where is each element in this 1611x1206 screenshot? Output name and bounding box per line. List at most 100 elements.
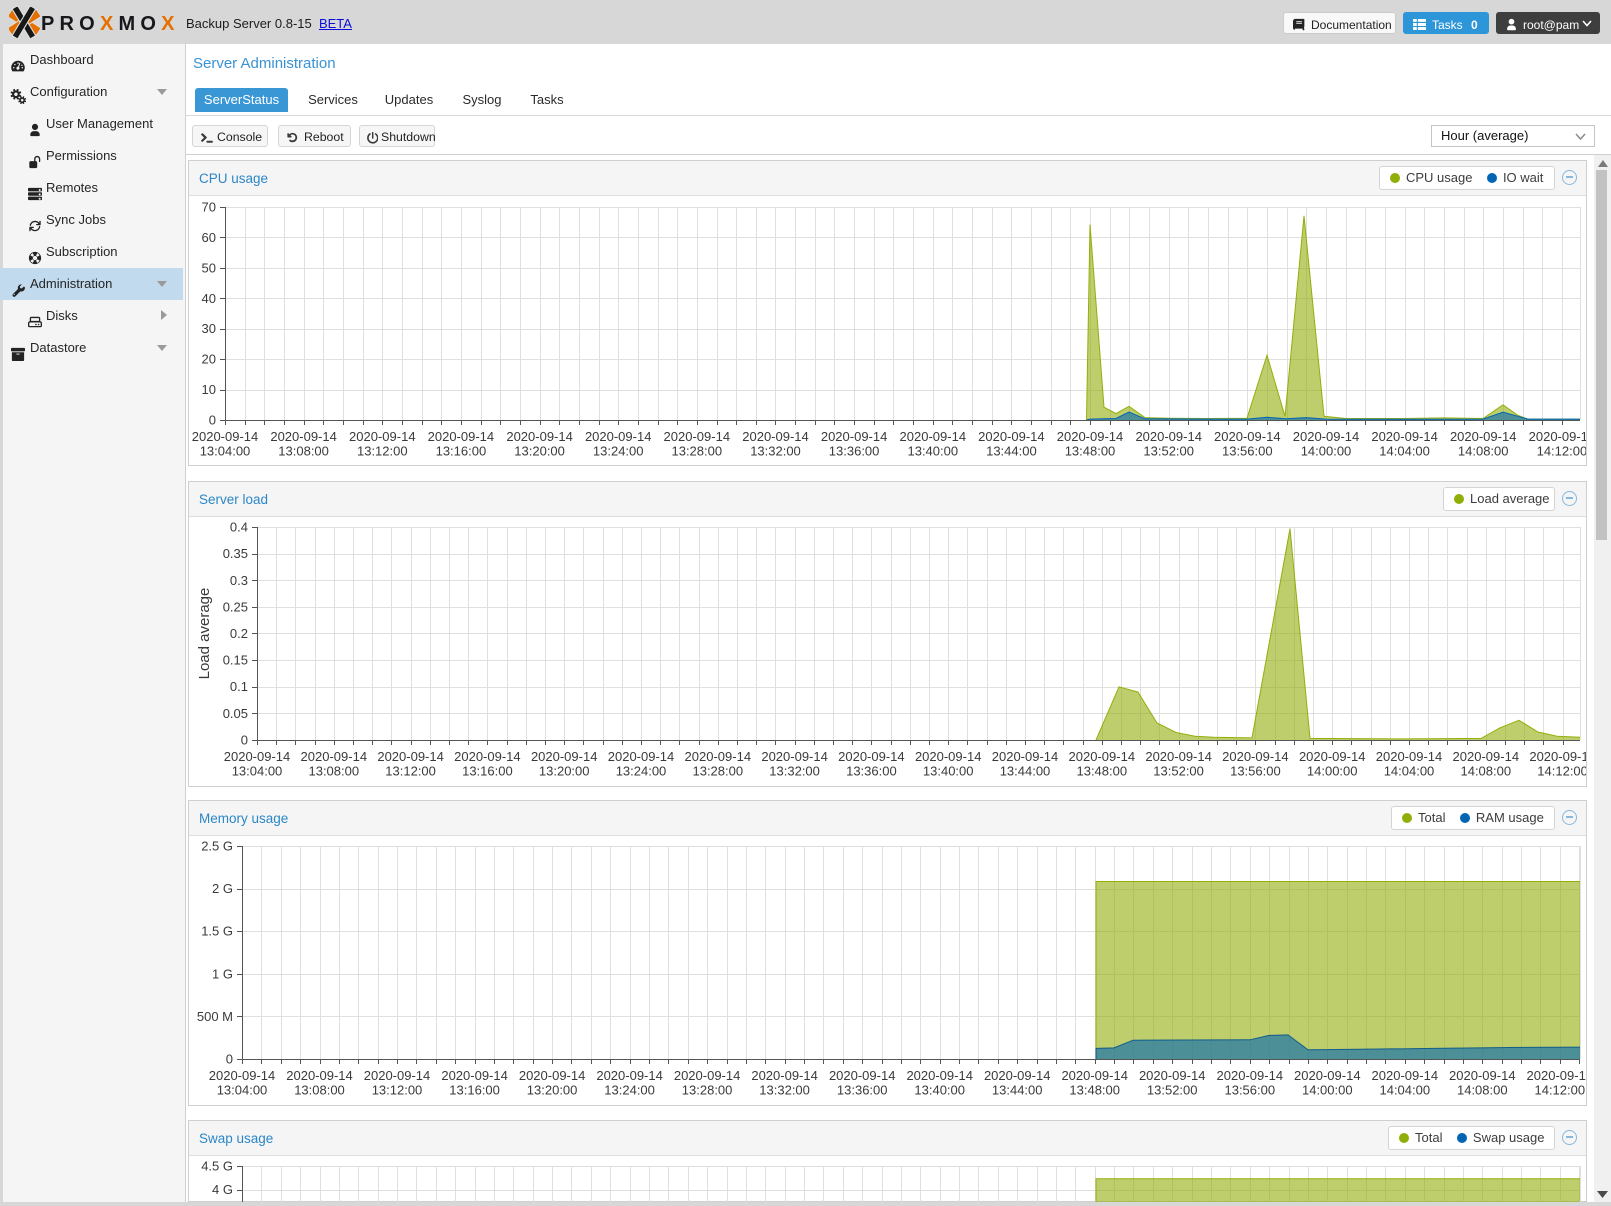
- svg-text:2020-09-14: 2020-09-14: [531, 749, 598, 764]
- svg-text:2020-09-14: 2020-09-14: [301, 749, 368, 764]
- svg-text:13:24:00: 13:24:00: [604, 1083, 655, 1098]
- svg-text:2020-09-14: 2020-09-14: [1450, 429, 1517, 444]
- svg-text:50: 50: [202, 260, 216, 275]
- svg-text:2020-09-14: 2020-09-14: [441, 1068, 508, 1083]
- svg-text:2020-09-14: 2020-09-14: [364, 1068, 431, 1083]
- svg-text:20: 20: [202, 352, 216, 367]
- svg-text:2020-09-14: 2020-09-14: [519, 1068, 586, 1083]
- svg-text:40: 40: [202, 291, 216, 306]
- svg-text:13:40:00: 13:40:00: [914, 1083, 965, 1098]
- svg-text:2020-09-14: 2020-09-14: [377, 749, 444, 764]
- svg-text:13:56:00: 13:56:00: [1222, 444, 1273, 459]
- svg-text:2020-09-14: 2020-09-14: [1135, 429, 1202, 444]
- svg-text:13:08:00: 13:08:00: [294, 1083, 345, 1098]
- svg-text:13:48:00: 13:48:00: [1065, 444, 1116, 459]
- svg-text:2020-09-14: 2020-09-14: [209, 1068, 276, 1083]
- svg-text:13:04:00: 13:04:00: [232, 764, 283, 779]
- svg-text:2020-09-14: 2020-09-14: [506, 429, 572, 444]
- svg-text:1 G: 1 G: [212, 966, 233, 981]
- svg-text:1.5 G: 1.5 G: [201, 924, 233, 939]
- svg-text:2020-09-14: 2020-09-14: [1371, 429, 1438, 444]
- svg-text:2020-09-14: 2020-09-14: [1294, 1068, 1361, 1083]
- svg-text:13:56:00: 13:56:00: [1230, 764, 1281, 779]
- svg-text:4 G: 4 G: [212, 1182, 233, 1197]
- svg-text:2 G: 2 G: [212, 881, 233, 896]
- svg-text:2020-09-14: 2020-09-14: [286, 1068, 353, 1083]
- svg-text:500 M: 500 M: [197, 1009, 233, 1024]
- svg-text:2020-09-14: 2020-09-14: [454, 749, 521, 764]
- svg-text:2020-09-14: 2020-09-14: [1139, 1068, 1206, 1083]
- svg-text:13:20:00: 13:20:00: [527, 1083, 578, 1098]
- svg-text:13:48:00: 13:48:00: [1069, 1083, 1120, 1098]
- svg-text:70: 70: [202, 200, 216, 215]
- svg-text:0.4: 0.4: [230, 520, 248, 535]
- svg-text:13:20:00: 13:20:00: [514, 444, 565, 459]
- svg-text:13:24:00: 13:24:00: [616, 764, 667, 779]
- svg-text:2020-09-14: 2020-09-14: [900, 429, 967, 444]
- svg-text:2020-09-14: 2020-09-14: [608, 749, 675, 764]
- svg-text:13:28:00: 13:28:00: [682, 1083, 733, 1098]
- svg-text:13:52:00: 13:52:00: [1153, 764, 1204, 779]
- svg-text:0: 0: [226, 1052, 233, 1067]
- svg-text:0: 0: [209, 413, 216, 428]
- svg-text:14:12:00: 14:12:00: [1537, 444, 1586, 459]
- svg-text:0: 0: [241, 733, 248, 748]
- svg-text:13:36:00: 13:36:00: [837, 1083, 888, 1098]
- svg-text:2020-09-14: 2020-09-14: [224, 749, 291, 764]
- svg-text:13:32:00: 13:32:00: [769, 764, 820, 779]
- svg-text:14:08:00: 14:08:00: [1460, 764, 1511, 779]
- svg-text:2020-09-14: 2020-09-14: [428, 429, 495, 444]
- svg-text:10: 10: [202, 382, 216, 397]
- svg-text:13:04:00: 13:04:00: [200, 444, 251, 459]
- svg-text:2020-09-14: 2020-09-14: [596, 1068, 663, 1083]
- svg-text:13:36:00: 13:36:00: [846, 764, 897, 779]
- svg-text:2020-09-14: 2020-09-14: [1057, 429, 1124, 444]
- svg-text:0.15: 0.15: [223, 653, 248, 668]
- svg-text:14:08:00: 14:08:00: [1458, 444, 1509, 459]
- svg-text:13:32:00: 13:32:00: [750, 444, 801, 459]
- svg-text:60: 60: [202, 230, 216, 245]
- svg-text:13:56:00: 13:56:00: [1224, 1083, 1275, 1098]
- svg-text:13:12:00: 13:12:00: [372, 1083, 423, 1098]
- svg-text:13:24:00: 13:24:00: [593, 444, 644, 459]
- svg-text:14:04:00: 14:04:00: [1384, 764, 1435, 779]
- svg-text:2020-09-14: 2020-09-14: [761, 749, 828, 764]
- svg-text:0.35: 0.35: [223, 546, 248, 561]
- svg-text:0.05: 0.05: [223, 706, 248, 721]
- svg-text:2020-09-14: 2020-09-14: [1372, 1068, 1439, 1083]
- svg-text:13:52:00: 13:52:00: [1143, 444, 1194, 459]
- svg-text:13:28:00: 13:28:00: [692, 764, 743, 779]
- svg-text:0.1: 0.1: [230, 679, 248, 694]
- svg-text:2020-09-14: 2020-09-14: [742, 429, 809, 444]
- svg-text:2020-09-14: 2020-09-14: [1293, 429, 1360, 444]
- svg-text:13:08:00: 13:08:00: [308, 764, 359, 779]
- svg-text:13:20:00: 13:20:00: [539, 764, 590, 779]
- svg-text:30: 30: [202, 321, 216, 336]
- svg-text:2020-09-14: 2020-09-14: [838, 749, 905, 764]
- svg-text:14:00:00: 14:00:00: [1301, 444, 1352, 459]
- svg-text:13:16:00: 13:16:00: [449, 1083, 500, 1098]
- svg-text:2020-09-14: 2020-09-14: [585, 429, 652, 444]
- svg-text:0.2: 0.2: [230, 626, 248, 641]
- svg-text:2020-09-14: 2020-09-14: [1069, 749, 1136, 764]
- svg-text:13:08:00: 13:08:00: [278, 444, 329, 459]
- svg-text:14:04:00: 14:04:00: [1379, 1083, 1430, 1098]
- svg-text:2020-09-14: 2020-09-14: [1529, 429, 1586, 444]
- svg-text:13:04:00: 13:04:00: [217, 1083, 268, 1098]
- svg-text:13:44:00: 13:44:00: [1000, 764, 1051, 779]
- svg-text:2020-09-14: 2020-09-14: [685, 749, 752, 764]
- svg-text:2020-09-14: 2020-09-14: [992, 749, 1059, 764]
- svg-text:13:40:00: 13:40:00: [923, 764, 974, 779]
- svg-text:13:48:00: 13:48:00: [1076, 764, 1127, 779]
- svg-text:2020-09-14: 2020-09-14: [1453, 749, 1520, 764]
- svg-text:0.25: 0.25: [223, 599, 248, 614]
- svg-text:2020-09-14: 2020-09-14: [1376, 749, 1443, 764]
- svg-text:2020-09-14: 2020-09-14: [1299, 749, 1366, 764]
- svg-text:Load average: Load average: [196, 588, 213, 680]
- svg-text:0.3: 0.3: [230, 573, 248, 588]
- svg-text:14:04:00: 14:04:00: [1379, 444, 1430, 459]
- svg-text:2020-09-14: 2020-09-14: [1527, 1068, 1586, 1083]
- svg-text:2020-09-14: 2020-09-14: [270, 429, 337, 444]
- svg-text:2020-09-14: 2020-09-14: [1449, 1068, 1516, 1083]
- svg-text:13:16:00: 13:16:00: [462, 764, 513, 779]
